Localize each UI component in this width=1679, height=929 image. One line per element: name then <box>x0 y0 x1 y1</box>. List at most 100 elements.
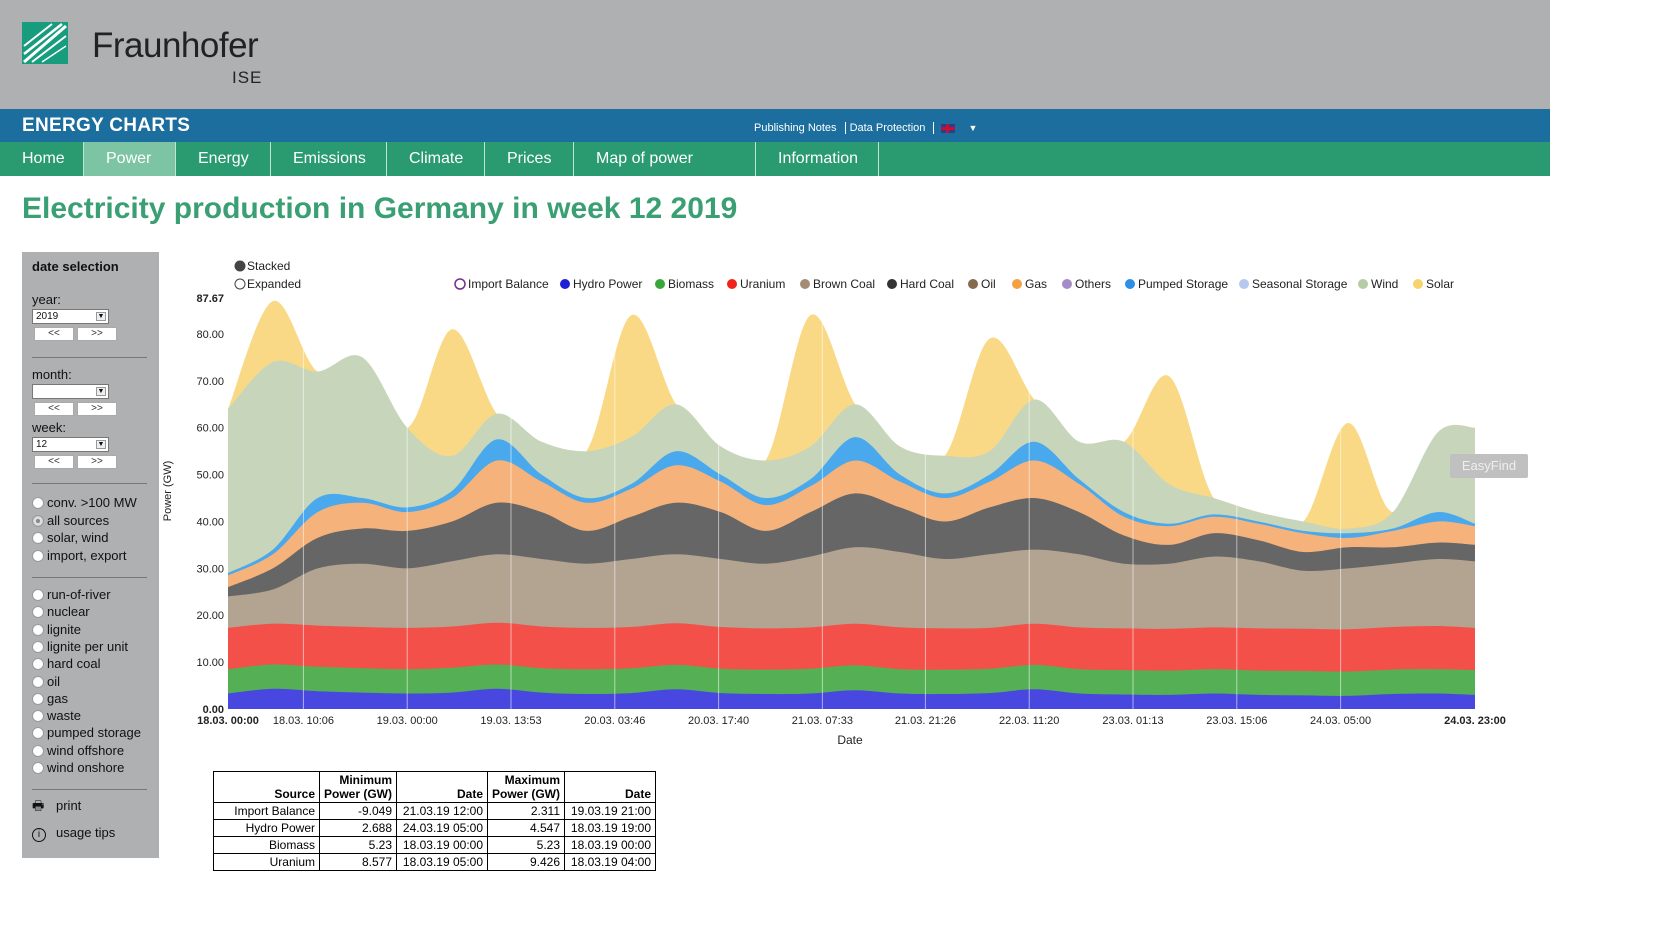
nav-prices[interactable]: Prices <box>485 142 574 176</box>
legend: Import Balance Hydro Power Biomass Uranium B… <box>454 277 1454 291</box>
type-option[interactable]: hard coal <box>32 656 100 671</box>
legend-label: Import Balance <box>468 277 549 291</box>
source-option-import-export[interactable]: import, export <box>32 548 126 563</box>
month-label: month: <box>32 367 72 382</box>
divider <box>32 357 147 358</box>
legend-item[interactable]: Hard Coal <box>887 277 954 291</box>
source-option-solar-wind[interactable]: solar, wind <box>32 530 108 545</box>
x-tick-label: 22.03. 11:20 <box>999 715 1059 727</box>
type-option[interactable]: lignite <box>32 622 81 637</box>
year-prev-button[interactable]: << <box>34 327 74 341</box>
y-tick-label: 20.00 <box>196 610 224 622</box>
fraunhofer-logo[interactable]: Fraunhofer ISE <box>22 22 282 92</box>
legend-label: Seasonal Storage <box>1252 277 1348 291</box>
legend-item[interactable]: Oil <box>968 277 996 291</box>
radio-icon <box>32 606 44 619</box>
table-cell: 4.547 <box>487 819 565 837</box>
usage-tips-button[interactable]: i usage tips <box>32 825 115 842</box>
table-cell: 19.03.19 21:00 <box>564 802 656 820</box>
type-option[interactable]: wind offshore <box>32 743 124 758</box>
type-option[interactable]: nuclear <box>32 604 90 619</box>
legend-item[interactable]: Uranium <box>727 277 785 291</box>
type-option[interactable]: run-of-river <box>32 587 111 602</box>
option-label: waste <box>47 708 81 724</box>
header-max-date: Date <box>564 771 656 803</box>
legend-swatch <box>1239 279 1249 289</box>
main-nav: Home Power Energy Emissions Climate Pric… <box>0 142 1550 200</box>
type-option[interactable]: pumped storage <box>32 725 141 740</box>
legend-item[interactable]: Gas <box>1012 277 1047 291</box>
print-button[interactable]: 🖶 print <box>32 798 81 813</box>
legend-item[interactable]: Wind <box>1358 277 1398 291</box>
week-next-button[interactable]: >> <box>77 455 117 469</box>
legend-item[interactable]: Brown Coal <box>800 277 875 291</box>
divider <box>32 577 147 578</box>
legend-item[interactable]: Biomass <box>655 277 714 291</box>
legend-item[interactable]: Solar <box>1413 277 1454 291</box>
option-label: wind offshore <box>47 742 125 758</box>
month-next-button[interactable]: >> <box>77 402 117 416</box>
usage-tips-label: usage tips <box>56 825 116 840</box>
week-select[interactable]: 12 ▼ <box>32 437 109 452</box>
table-cell: 18.03.19 00:00 <box>564 836 656 854</box>
legend-item[interactable]: Seasonal Storage <box>1239 277 1348 291</box>
chevron-down-icon: ▼ <box>96 312 106 321</box>
table-cell: 18.03.19 05:00 <box>396 853 488 871</box>
month-select[interactable]: ▼ <box>32 384 109 399</box>
info-icon: i <box>32 828 46 842</box>
y-tick-label: 70.00 <box>196 376 224 388</box>
type-option[interactable]: gas <box>32 691 68 706</box>
nav-climate[interactable]: Climate <box>387 142 485 176</box>
type-option[interactable]: waste <box>32 708 81 723</box>
nav-emissions[interactable]: Emissions <box>271 142 387 176</box>
nav-home[interactable]: Home <box>0 142 84 176</box>
radio-selected-icon <box>32 515 44 527</box>
radio-icon <box>32 744 44 757</box>
source-option-conv[interactable]: conv. >100 MW <box>32 495 137 510</box>
panel-heading: date selection <box>32 259 119 274</box>
legend-label: Pumped Storage <box>1138 277 1228 291</box>
x-axis: 18.03. 00:00 18.03. 10:06 19.03. 00:00 19.0… <box>197 715 1506 727</box>
legend-item[interactable]: Pumped Storage <box>1125 277 1228 291</box>
legend-swatch <box>1413 279 1423 289</box>
year-next-button[interactable]: >> <box>77 327 117 341</box>
mode-option-expanded[interactable]: Expanded <box>234 277 301 291</box>
option-label: lignite <box>47 621 81 637</box>
legend-item[interactable]: Hydro Power <box>560 277 642 291</box>
y-tick-label: 80.00 <box>196 329 224 341</box>
publishing-notes-link[interactable]: Publishing Notes <box>754 122 837 134</box>
x-tick-label: 21.03. 21:26 <box>895 715 956 727</box>
legend-item[interactable]: Others <box>1062 277 1111 291</box>
y-tick-label: 30.00 <box>196 563 224 575</box>
site-header: Fraunhofer ISE <box>0 0 1550 109</box>
legend-item[interactable]: Import Balance <box>454 277 549 291</box>
mode-option-stacked[interactable]: Stacked <box>234 259 290 273</box>
table-cell: Uranium <box>213 853 320 871</box>
table-cell: 9.426 <box>487 853 565 871</box>
x-tick-label: 19.03. 00:00 <box>377 715 438 727</box>
type-option[interactable]: oil <box>32 674 60 689</box>
easyfind-overlay[interactable]: EasyFind <box>1450 454 1528 478</box>
uk-flag-icon[interactable] <box>941 123 956 133</box>
nav-map-of-power-plants[interactable]: Map of power plants <box>574 142 756 200</box>
gridlines <box>302 298 1342 709</box>
divider <box>32 789 147 790</box>
nav-information[interactable]: Information <box>756 142 879 176</box>
year-select[interactable]: 2019 ▼ <box>32 309 109 324</box>
radio-icon <box>32 497 44 509</box>
site-title[interactable]: ENERGY CHARTS <box>22 115 191 136</box>
type-option[interactable]: lignite per unit <box>32 639 128 654</box>
table-row: Biomass 5.23 18.03.19 00:00 5.23 18.03.19 00… <box>213 836 656 854</box>
type-option[interactable]: wind onshore <box>32 760 124 775</box>
nav-energy[interactable]: Energy <box>176 142 271 176</box>
option-label: hard coal <box>47 656 101 672</box>
chevron-down-icon[interactable]: ▼ <box>968 123 978 133</box>
nav-power[interactable]: Power <box>84 142 176 176</box>
data-protection-link[interactable]: Data Protection <box>849 122 926 134</box>
month-prev-button[interactable]: << <box>34 402 74 416</box>
header-min-date: Date <box>396 771 488 803</box>
radio-icon <box>32 589 44 601</box>
week-value: 12 <box>36 439 48 450</box>
week-prev-button[interactable]: << <box>34 455 74 469</box>
source-option-all[interactable]: all sources <box>32 513 109 528</box>
